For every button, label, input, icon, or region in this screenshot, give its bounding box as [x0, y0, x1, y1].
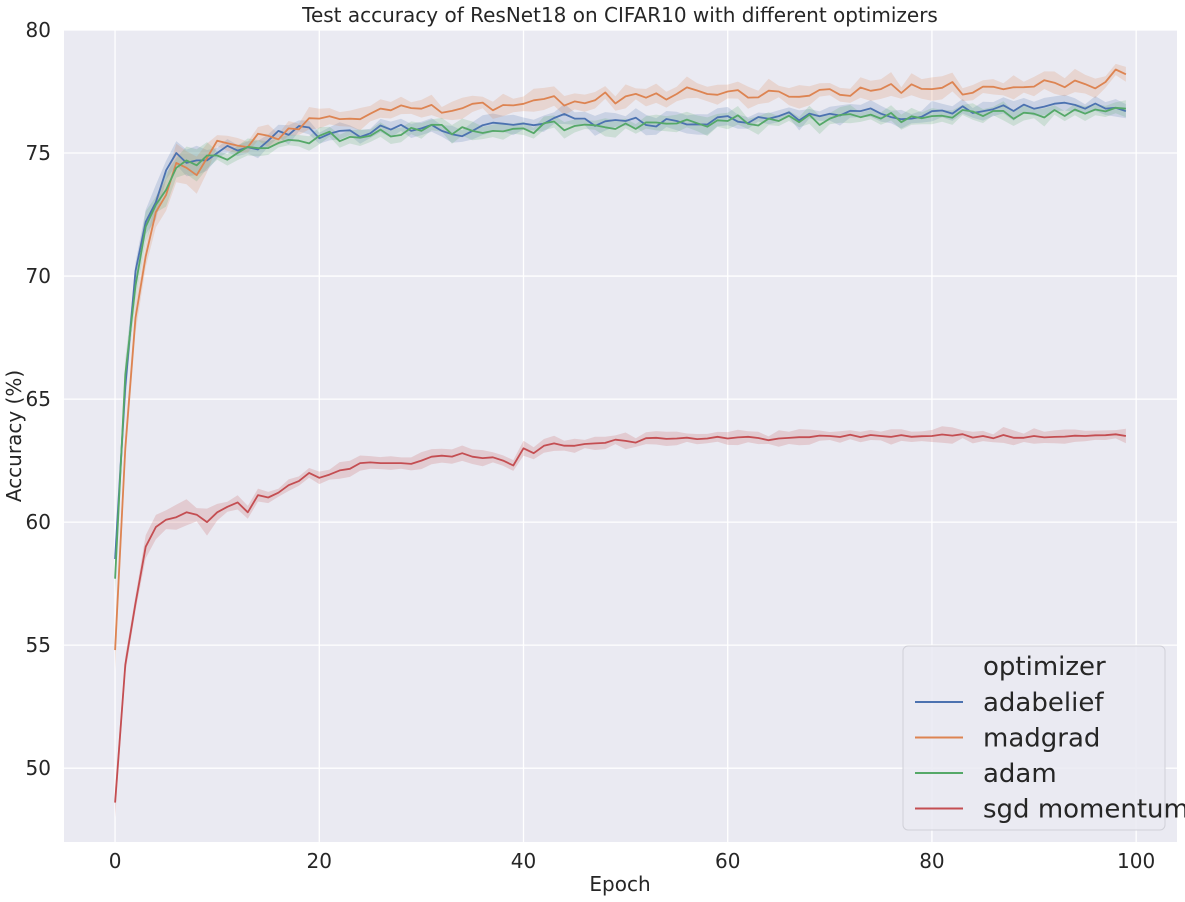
y-tick-label: 65: [26, 387, 51, 411]
y-tick-label: 75: [26, 141, 51, 165]
x-tick-label: 60: [715, 849, 740, 873]
x-axis-label: Epoch: [589, 872, 650, 896]
legend-label: adam: [983, 759, 1057, 789]
x-axis-ticks: 0 20 40 60 80 100: [109, 849, 1156, 873]
y-axis-ticks: 50 55 60 65 70 75 80: [26, 18, 51, 780]
line-madgrad: [114, 68, 1127, 651]
x-tick-label: 100: [1117, 849, 1155, 873]
y-tick-label: 50: [26, 756, 51, 780]
x-tick-label: 40: [511, 849, 536, 873]
legend-label: madgrad: [983, 724, 1100, 754]
legend-label: sgd momentum: [983, 795, 1185, 825]
x-tick-label: 0: [109, 849, 122, 873]
y-tick-label: 55: [26, 633, 51, 657]
y-tick-label: 60: [26, 510, 51, 534]
x-tick-label: 20: [307, 849, 332, 873]
x-tick-label: 80: [919, 849, 944, 873]
grid-lines: [64, 29, 1177, 842]
y-tick-label: 80: [26, 18, 51, 42]
legend-box: [902, 645, 1166, 831]
line-adam: [114, 106, 1126, 579]
chart-title: Test accuracy of ResNet18 on CIFAR10 wit…: [301, 3, 938, 27]
legend-title: optimizer: [983, 652, 1106, 682]
line-sgd-momentum: [114, 433, 1127, 803]
y-axis-label: Accuracy (%): [2, 370, 26, 502]
legend-label: adabelief: [983, 688, 1104, 718]
series-lines: [114, 68, 1127, 803]
legend: optimizer adabelief madgrad adam sgd moment…: [902, 645, 1185, 831]
legend-items: adabelief madgrad adam sgd momentum: [915, 688, 1185, 825]
y-tick-label: 70: [26, 264, 51, 288]
